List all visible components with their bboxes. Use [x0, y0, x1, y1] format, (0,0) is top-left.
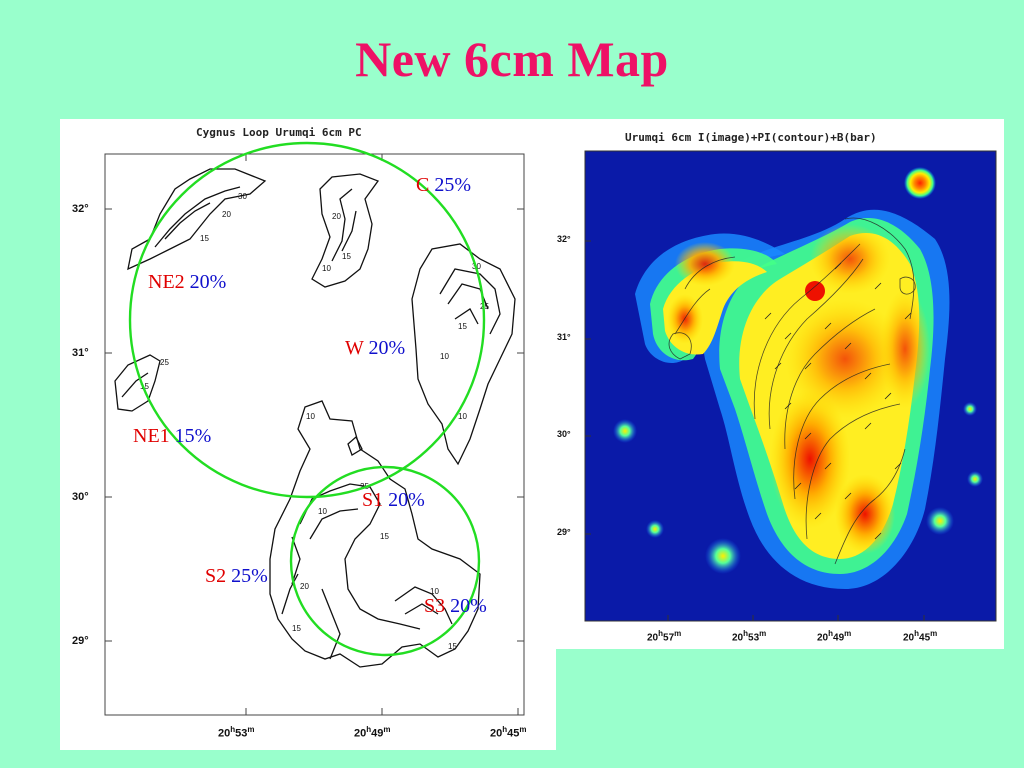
right-y-tick-29: 29° [557, 527, 571, 537]
region-label-s2: S2 25% [205, 565, 268, 587]
intensity-image-map: Urumqi 6cm I(image)+PI(contour)+B(bar) [545, 119, 1004, 649]
right-y-tick-31: 31° [557, 332, 571, 342]
left-map-title: Cygnus Loop Urumqi 6cm PC [196, 126, 362, 139]
svg-text:10: 10 [440, 352, 449, 361]
region-label-s3: S3 20% [424, 595, 487, 617]
left-y-tick-29: 29° [72, 635, 89, 647]
svg-text:15: 15 [200, 234, 209, 243]
right-x-tick-57: 20h57m [647, 629, 682, 644]
svg-text:20: 20 [332, 212, 341, 221]
svg-text:10: 10 [430, 587, 439, 596]
left-x-tick-53: 20h53m [218, 725, 255, 740]
region-label-ne2: NE2 20% [148, 271, 227, 293]
svg-text:25: 25 [160, 358, 169, 367]
left-x-tick-49: 20h49m [354, 725, 391, 740]
right-x-tick-53: 20h53m [732, 629, 767, 644]
svg-text:15: 15 [140, 382, 149, 391]
svg-text:10: 10 [318, 507, 327, 516]
svg-text:15: 15 [380, 532, 389, 541]
left-y-tick-30: 30° [72, 491, 89, 503]
region-label-c: C 25% [416, 174, 472, 196]
left-x-tick-45: 20h45m [490, 725, 527, 740]
svg-text:20: 20 [300, 582, 309, 591]
right-y-tick-30: 30° [557, 429, 571, 439]
right-map-title: Urumqi 6cm I(image)+PI(contour)+B(bar) [625, 131, 877, 144]
svg-text:15: 15 [292, 624, 301, 633]
svg-text:10: 10 [458, 412, 467, 421]
region-label-s1: S1 20% [362, 489, 425, 511]
right-y-tick-32: 32° [557, 234, 571, 244]
intensity-image [584, 150, 997, 622]
right-x-tick-49: 20h49m [817, 629, 852, 644]
svg-text:15: 15 [342, 252, 351, 261]
svg-text:20: 20 [222, 210, 231, 219]
region-label-w: W 20% [345, 337, 406, 359]
svg-text:15: 15 [458, 322, 467, 331]
right-x-tick-45: 20h45m [903, 629, 938, 644]
svg-text:10: 10 [306, 412, 315, 421]
region-label-ne1: NE1 15% [133, 425, 212, 447]
svg-text:15: 15 [448, 642, 457, 651]
left-y-tick-32: 32° [72, 203, 89, 215]
left-y-tick-31: 31° [72, 347, 89, 359]
polarization-contour-map: Cygnus Loop Urumqi 6cm PC [60, 119, 556, 750]
svg-text:30: 30 [238, 192, 247, 201]
svg-text:10: 10 [322, 264, 331, 273]
slide-title: New 6cm Map [355, 31, 669, 87]
svg-text:25: 25 [480, 302, 489, 311]
